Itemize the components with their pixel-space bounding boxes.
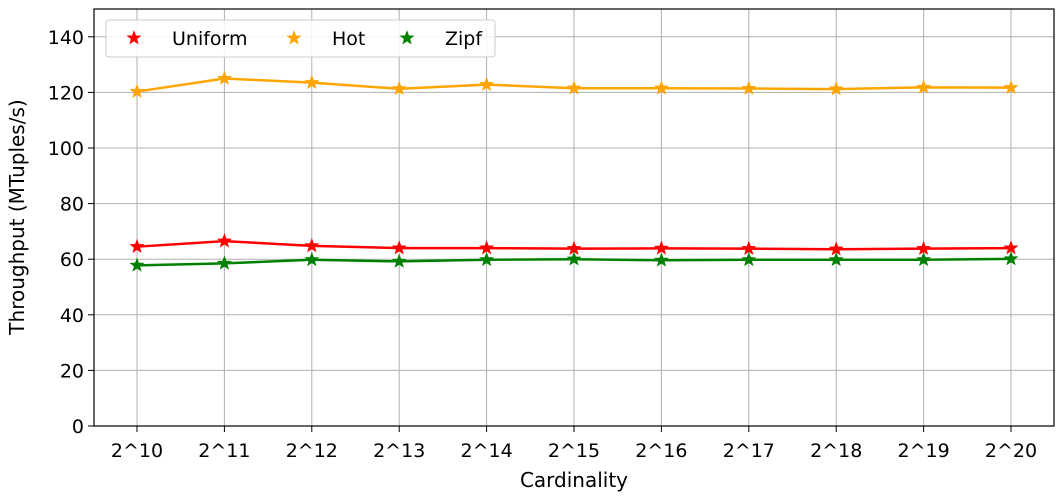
x-tick-label: 2^14 [461, 440, 513, 462]
legend-item-uniform: Uniform [126, 28, 248, 50]
data-point-uniform [391, 240, 407, 255]
data-point-zipf [653, 252, 669, 267]
data-point-uniform [216, 233, 232, 248]
data-point-hot [1003, 79, 1019, 95]
legend-marker-uniform [126, 30, 142, 45]
data-point-hot [741, 80, 757, 95]
y-axis-title: Throughput (MTuples/s) [5, 99, 29, 335]
x-tick-label: 2^17 [723, 440, 775, 462]
x-tick-label: 2^12 [286, 440, 338, 462]
data-point-uniform [479, 240, 495, 255]
x-tick-label: 2^10 [111, 440, 163, 462]
x-tick-label: 2^18 [810, 440, 862, 462]
data-point-zipf [916, 251, 932, 267]
x-tick-label: 2^15 [548, 440, 600, 462]
legend-item-hot: Hot [286, 28, 365, 50]
legend: Uniform Hot Zipf [105, 19, 496, 58]
data-point-zipf [129, 257, 145, 272]
data-point-uniform [653, 240, 669, 255]
legend-marker-hot [286, 30, 302, 45]
legend-label-hot: Hot [332, 28, 365, 50]
x-axis-title: Cardinality [520, 468, 628, 492]
series-layer [129, 70, 1019, 272]
y-tick-label: 0 [72, 416, 84, 438]
series-zipf [129, 251, 1019, 272]
data-point-uniform [916, 240, 932, 255]
data-point-hot [916, 79, 932, 94]
data-point-zipf [391, 253, 407, 268]
data-point-hot [216, 70, 232, 85]
legend-box [105, 19, 496, 58]
series-uniform [129, 233, 1019, 256]
data-point-zipf [1003, 251, 1019, 266]
data-point-uniform [1003, 240, 1019, 255]
data-point-hot [828, 81, 844, 96]
data-point-hot [653, 80, 669, 95]
data-point-hot [479, 76, 495, 91]
y-tick-label: 20 [60, 360, 84, 382]
data-point-hot [391, 80, 407, 96]
data-point-hot [566, 80, 582, 95]
data-point-hot [129, 83, 145, 98]
y-tick-label: 100 [48, 138, 84, 160]
y-tick-label: 140 [48, 27, 84, 49]
data-point-zipf [216, 255, 232, 270]
x-tick-label: 2^11 [198, 440, 250, 462]
x-tick-label: 2^16 [635, 440, 687, 462]
legend-item-zipf: Zipf [399, 28, 483, 50]
legend-label-uniform: Uniform [172, 28, 248, 50]
data-point-zipf [828, 251, 844, 267]
data-point-uniform [129, 238, 145, 254]
data-point-hot [304, 74, 320, 90]
data-point-zipf [479, 251, 495, 267]
x-axis: 2^10 2^11 2^12 2^13 2^14 2^15 2^16 2^17 2^18 2^19… [111, 426, 1037, 462]
y-tick-label: 40 [60, 305, 84, 327]
x-tick-label: 2^13 [373, 440, 425, 462]
x-tick-label: 2^19 [898, 440, 950, 462]
y-tick-label: 120 [48, 82, 84, 104]
data-point-zipf [741, 251, 757, 267]
series-hot [129, 70, 1019, 98]
x-tick-label: 2^20 [985, 440, 1037, 462]
grid [94, 9, 1054, 426]
data-point-zipf [304, 251, 320, 267]
y-tick-label: 60 [60, 249, 84, 271]
data-point-uniform [741, 240, 757, 255]
data-point-zipf [566, 251, 582, 266]
legend-marker-zipf [399, 30, 415, 45]
data-point-uniform [304, 238, 320, 253]
legend-label-zipf: Zipf [445, 28, 483, 50]
y-axis: 0 20 40 60 80 100 120 140 [48, 27, 94, 438]
y-tick-label: 80 [60, 194, 84, 216]
